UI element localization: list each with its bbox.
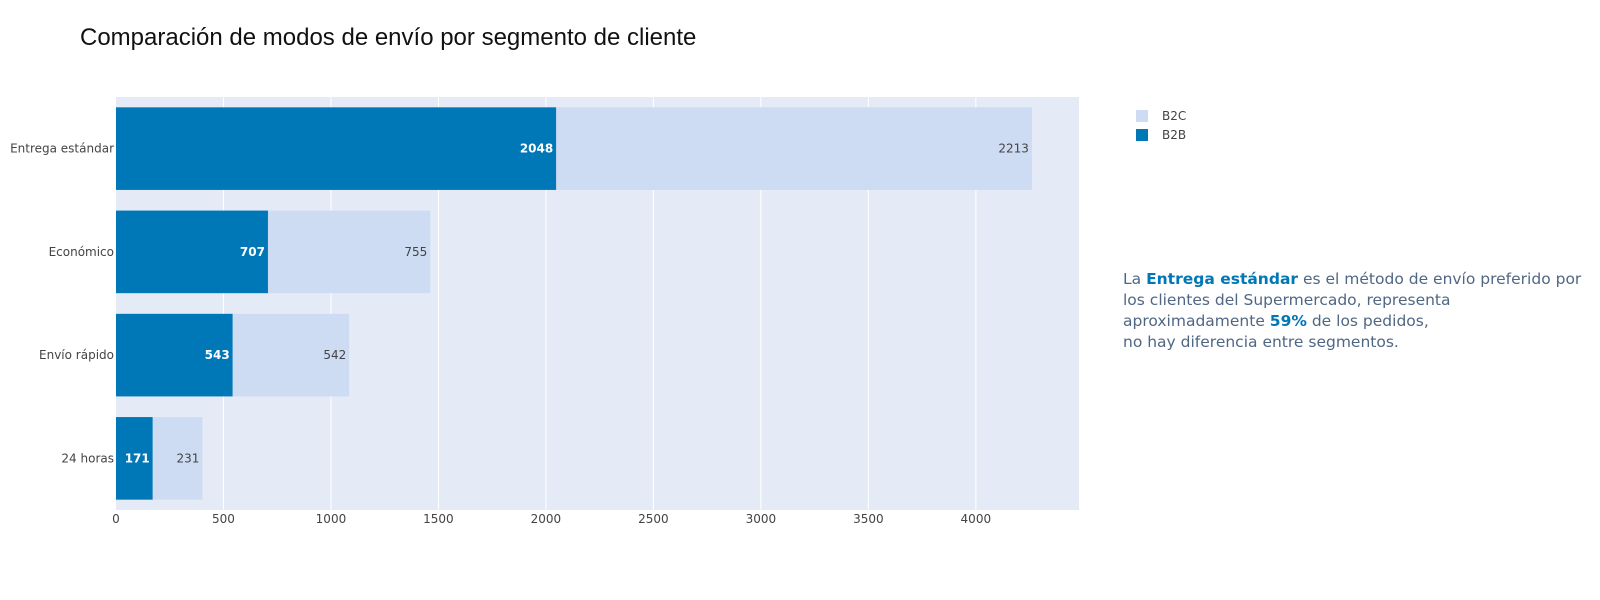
data-label-b2c: 2213 (998, 142, 1029, 156)
legend-swatch-b2c (1136, 109, 1148, 122)
data-label-b2b: 2048 (520, 142, 553, 156)
x-tick-label: 4000 (961, 512, 992, 526)
bar-b2c (232, 313, 350, 397)
annotation-part-4: no hay diferencia entre segmentos. (1123, 333, 1399, 351)
data-label-b2b: 543 (205, 348, 230, 362)
bar-b2c (267, 210, 431, 294)
annotation-part-2: es el método de envío preferido por los … (1123, 270, 1582, 330)
data-label-b2c: 542 (323, 348, 346, 362)
x-tick-label: 1500 (423, 512, 454, 526)
x-tick-label: 0 (112, 512, 120, 526)
annotation-text: La Entrega estándar es el método de enví… (1123, 269, 1583, 353)
y-category-label: Entrega estándar (10, 142, 114, 156)
legend-label-b2c: B2C (1162, 108, 1187, 123)
x-tick-label: 500 (212, 512, 235, 526)
annotation-highlight-method: Entrega estándar (1146, 270, 1299, 288)
annotation-part-3: de los pedidos, (1306, 312, 1429, 330)
bar-b2c (152, 417, 203, 500)
x-tick-label: 2500 (638, 512, 669, 526)
y-category-label: 24 horas (61, 451, 114, 465)
x-tick-label: 3500 (853, 512, 884, 526)
bar-b2b (116, 210, 268, 294)
data-label-b2b: 171 (125, 451, 150, 465)
y-category-label: Envío rápido (39, 348, 114, 362)
data-label-b2c: 231 (177, 451, 200, 465)
bar-b2b (116, 313, 233, 397)
x-tick-label: 3000 (746, 512, 777, 526)
legend[interactable]: B2C B2B (1136, 106, 1186, 144)
legend-item-b2c[interactable]: B2C (1136, 106, 1186, 125)
data-label-b2b: 707 (240, 245, 265, 259)
legend-label-b2b: B2B (1162, 127, 1187, 142)
x-tick-label: 2000 (531, 512, 562, 526)
chart-title: Comparación de modos de envío por segmen… (80, 24, 697, 51)
x-tick-label: 1000 (316, 512, 347, 526)
bar-b2b (116, 417, 153, 500)
y-category-label: Económico (49, 245, 114, 259)
annotation-part-1: La (1123, 270, 1147, 288)
annotation-highlight-percent: 59% (1269, 312, 1307, 330)
bar-b2c (556, 107, 1032, 190)
legend-item-b2b[interactable]: B2B (1136, 125, 1186, 144)
legend-swatch-b2b (1136, 128, 1148, 141)
bar-b2b (116, 107, 557, 190)
data-label-b2c: 755 (404, 245, 427, 259)
